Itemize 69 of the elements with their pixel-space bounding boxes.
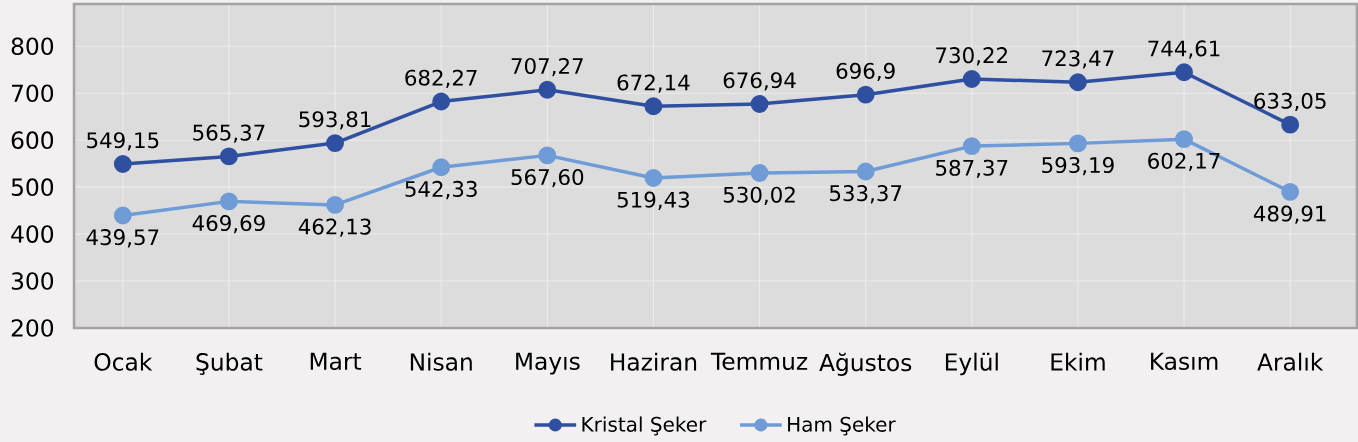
data-label: 519,43	[617, 191, 690, 210]
data-label: 723,47	[1042, 50, 1114, 69]
data-label: 542,33	[405, 180, 477, 200]
y-tick-label: 600	[11, 131, 54, 149]
x-tick-label: Mayıs	[516, 352, 580, 375]
data-label: 549,15	[87, 132, 159, 151]
data-label: 462,13	[298, 218, 371, 237]
point	[856, 162, 875, 181]
y-tick-label: 200	[11, 319, 54, 337]
data-label: 602,17	[1148, 152, 1220, 172]
data-label: 744,61	[1148, 40, 1220, 59]
data-label: 593,81	[299, 111, 371, 130]
data-label: 530,02	[723, 186, 795, 205]
x-tick-label: Ağustos	[819, 352, 912, 376]
point	[644, 169, 663, 187]
x-tick-label: Şubat	[196, 352, 263, 375]
point	[326, 134, 344, 153]
y-tick-label: 800	[11, 37, 54, 56]
data-label: 587,37	[936, 159, 1008, 179]
data-label: 730,22	[936, 47, 1007, 66]
data-label: 565,37	[193, 124, 265, 143]
point	[538, 80, 557, 99]
data-label: 672,14	[617, 74, 690, 93]
point	[644, 97, 663, 116]
data-label: 593,19	[1042, 156, 1114, 176]
x-tick-label: Haziran	[611, 352, 697, 371]
data-label: 696,9	[836, 62, 895, 82]
y-tick-label: 500	[11, 178, 54, 196]
legend-label: Ham Şeker	[788, 416, 896, 436]
data-label: 682,27	[405, 69, 477, 88]
y-tick-label: 300	[11, 272, 54, 290]
x-tick-label: Nisan	[410, 352, 472, 371]
point	[1068, 134, 1087, 153]
data-label: 533,37	[830, 185, 902, 204]
point	[750, 164, 769, 182]
point	[962, 70, 981, 88]
data-label: 567,60	[511, 168, 584, 188]
point	[220, 147, 238, 166]
y-tick-label: 700	[12, 84, 54, 103]
legend-label: Kristal Şeker	[582, 416, 707, 436]
y-tick-label: 400	[11, 225, 54, 243]
point	[1281, 115, 1300, 134]
data-label: 676,94	[723, 72, 796, 91]
x-tick-label: Ocak	[94, 352, 153, 371]
point	[432, 158, 451, 177]
point	[750, 95, 769, 113]
point	[113, 206, 132, 225]
x-tick-label: Kasım	[1151, 352, 1218, 371]
point	[432, 92, 451, 111]
data-label: 489,91	[1253, 205, 1326, 224]
point	[856, 85, 875, 104]
point	[1175, 63, 1193, 82]
data-label: 469,69	[192, 214, 265, 234]
point	[538, 146, 557, 165]
x-tick-label: Temmuz	[710, 352, 808, 371]
data-label: 633,05	[1254, 92, 1326, 112]
data-label: 707,27	[511, 57, 583, 77]
data-label: 439,57	[86, 229, 159, 248]
point	[1175, 130, 1193, 149]
x-tick-label: Mart	[310, 352, 362, 371]
x-tick-label: Aralık	[1257, 352, 1324, 371]
point	[1068, 73, 1087, 92]
point	[326, 195, 344, 214]
point	[113, 155, 132, 173]
x-tick-label: Eylül	[945, 352, 998, 376]
point	[962, 137, 981, 156]
point	[1281, 182, 1300, 201]
x-tick-label: Ekim	[1051, 352, 1105, 371]
point	[220, 192, 238, 211]
